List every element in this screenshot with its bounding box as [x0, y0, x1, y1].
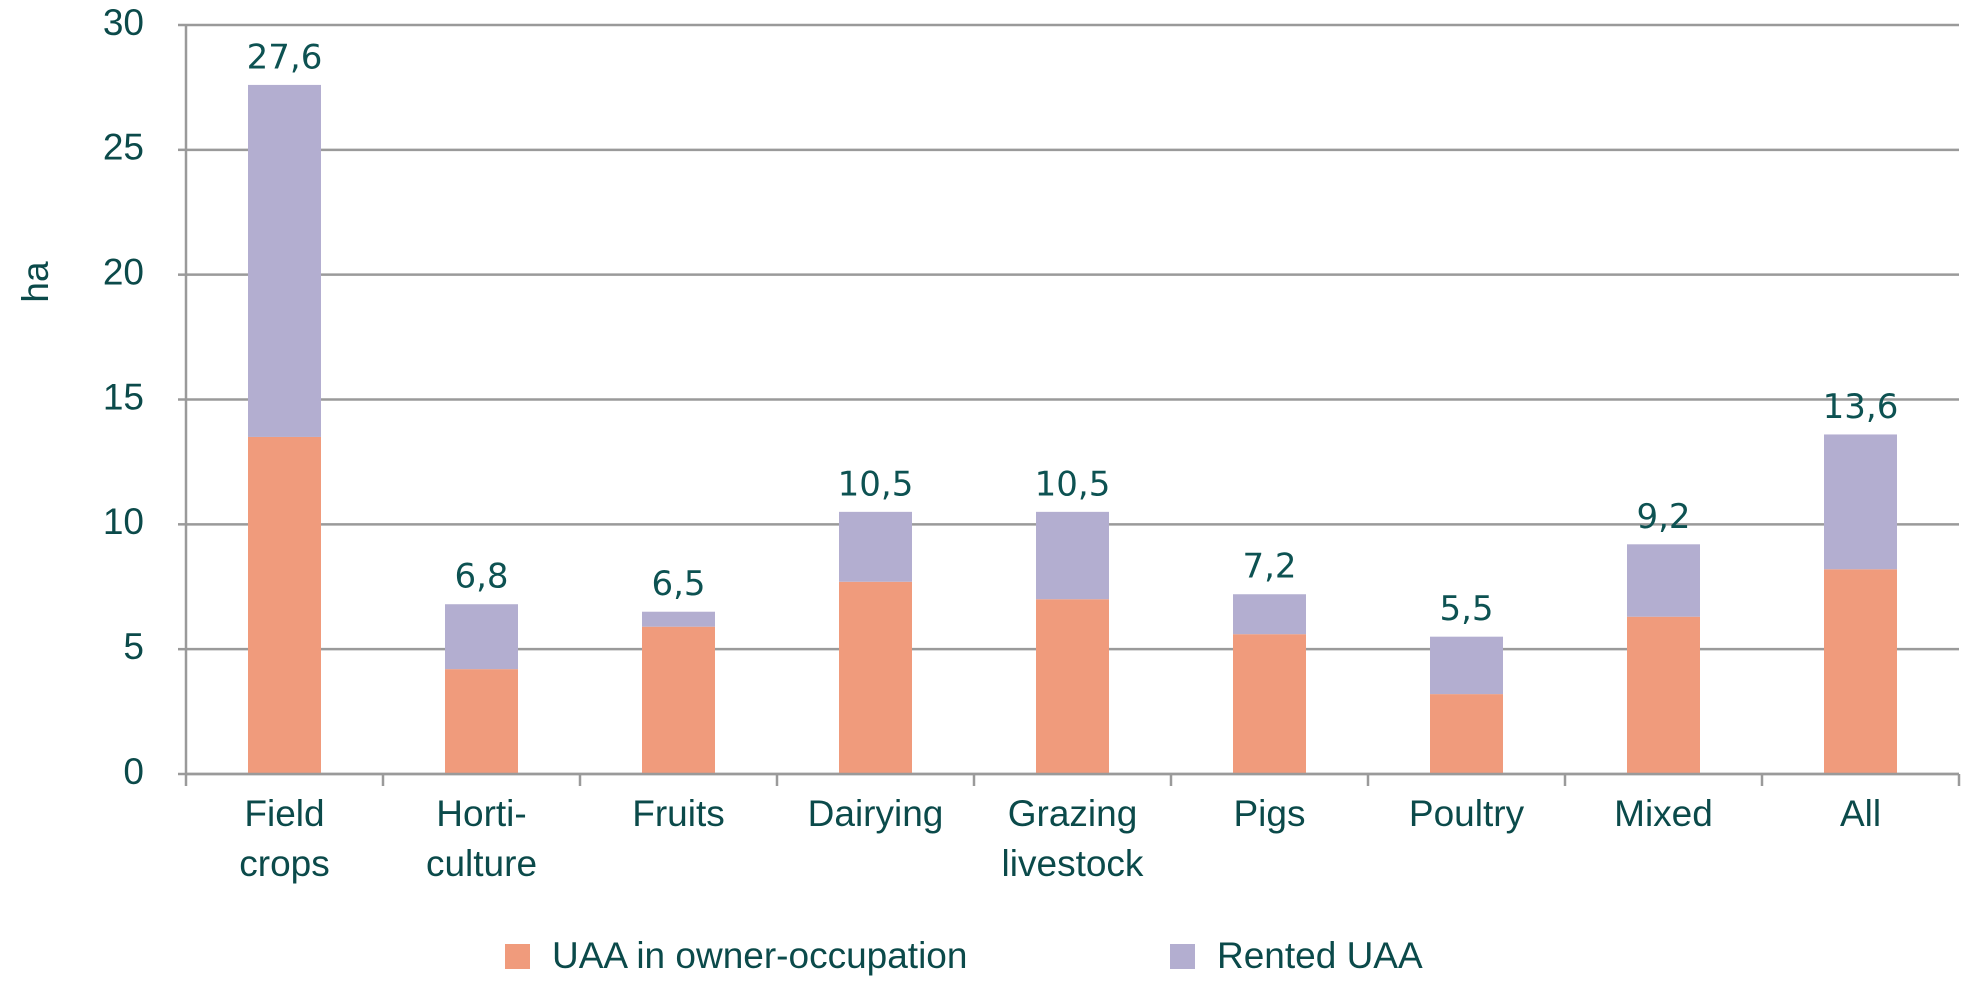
bar-segment [248, 84, 321, 437]
y-tick-label: 25 [103, 127, 144, 168]
y-tick-label: 5 [123, 626, 144, 667]
x-tick-label: culture [426, 843, 537, 884]
bar-segment [642, 611, 715, 627]
bar-segment [248, 436, 321, 774]
y-tick-label: 30 [103, 2, 144, 43]
bar-segment [1430, 636, 1503, 695]
total-label: 5,5 [1439, 589, 1493, 629]
x-tick-label: Field [244, 793, 324, 834]
bar-segment [839, 581, 912, 774]
bar-segment [1824, 434, 1897, 570]
bar-segment [839, 511, 912, 582]
y-tick-label: 15 [103, 376, 144, 417]
legend-label: UAA in owner-occupation [552, 935, 967, 976]
bar-segment [445, 669, 518, 774]
y-tick-label: 20 [103, 251, 144, 292]
x-tick-label: Dairying [808, 793, 944, 834]
bar-segment [1036, 599, 1109, 774]
bar-segment [1627, 616, 1700, 774]
x-tick-label: crops [239, 843, 329, 884]
legend-swatch [505, 944, 530, 969]
total-label: 6,5 [651, 564, 705, 604]
total-label: 13,6 [1823, 387, 1899, 427]
total-label: 10,5 [838, 464, 914, 504]
total-label: 27,6 [247, 37, 323, 77]
bar-segment [445, 604, 518, 670]
bar-segment [1233, 594, 1306, 635]
x-tick-label: Fruits [632, 793, 725, 834]
bar-segment [1430, 694, 1503, 774]
x-tick-label: Grazing [1008, 793, 1138, 834]
x-tick-label: livestock [1002, 843, 1144, 884]
bar-segment [1824, 569, 1897, 774]
legend-label: Rented UAA [1217, 935, 1423, 976]
bar-segment [642, 626, 715, 774]
total-label: 6,8 [454, 557, 508, 597]
x-tick-label: All [1840, 793, 1881, 834]
total-label: 9,2 [1636, 497, 1690, 537]
x-tick-label: Horti- [436, 793, 526, 834]
y-tick-label: 0 [123, 751, 144, 792]
y-axis-label: ha [15, 261, 56, 303]
bar-segment [1036, 511, 1109, 600]
total-label: 10,5 [1035, 464, 1111, 504]
bar-segment [1233, 634, 1306, 774]
legend-swatch [1170, 944, 1195, 969]
x-tick-label: Mixed [1614, 793, 1713, 834]
y-tick-label: 10 [103, 501, 144, 542]
x-tick-label: Pigs [1234, 793, 1306, 834]
bar-segment [1627, 544, 1700, 617]
total-label: 7,2 [1242, 547, 1296, 587]
x-tick-label: Poultry [1409, 793, 1525, 834]
